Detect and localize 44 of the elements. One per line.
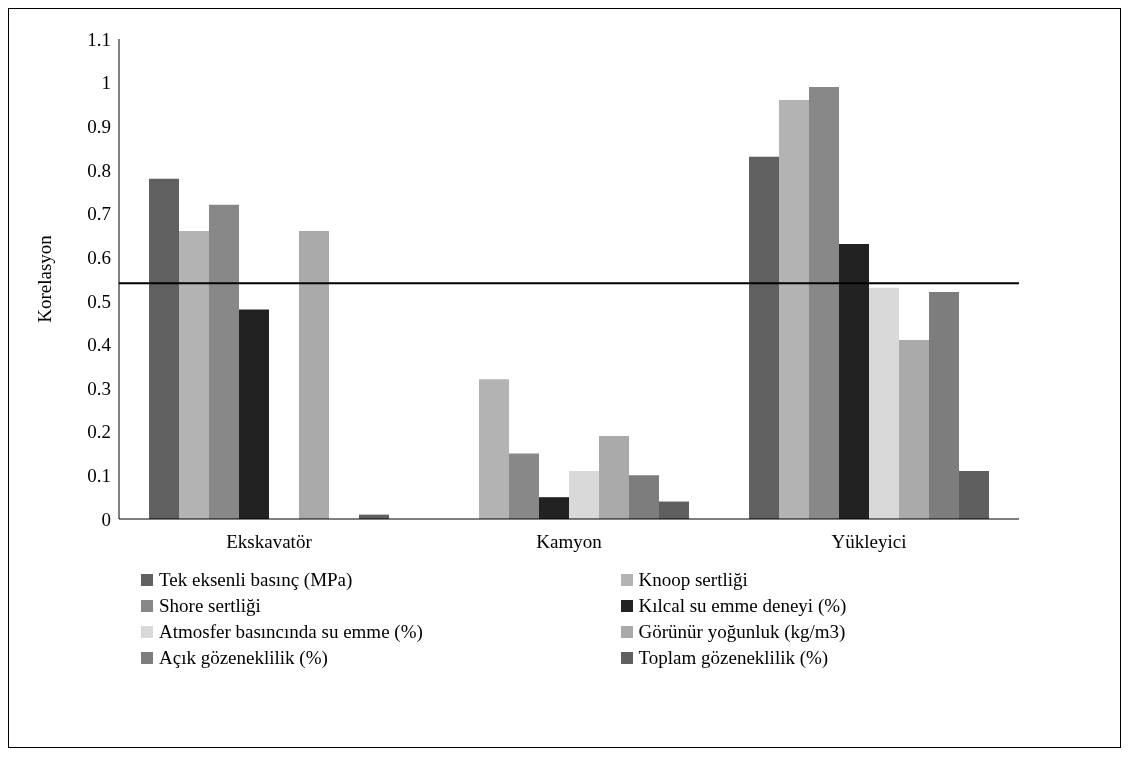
x-tick-label: Ekskavatör [226,531,313,553]
y-tick-label: 0.5 [87,290,111,312]
bar [539,497,569,519]
bar [749,156,779,519]
bar [179,231,209,519]
bar [959,471,989,519]
bar [299,231,329,519]
bar [569,471,599,519]
bar [479,379,509,519]
legend-label: Görünür yoğunluk (kg/m3) [638,621,846,643]
bar [869,287,899,519]
bar [659,501,689,519]
legend-label: Tek eksenli basınç (MPa) [159,569,353,591]
y-tick-label: 0.7 [87,203,111,225]
y-tick-label: 0.3 [87,377,111,399]
y-tick-label: 0.6 [87,246,111,268]
legend-label: Açık gözeneklilik (%) [159,647,328,669]
y-tick-label: 0.1 [87,465,111,487]
legend-label: Shore sertliği [159,595,261,617]
y-axis-title: Korelasyon [33,234,55,323]
bar [209,204,239,519]
legend-label: Atmosfer basıncında su emme (%) [159,621,423,643]
bar [149,178,179,519]
legend-label: Toplam gözeneklilik (%) [638,647,829,669]
bar [809,87,839,519]
y-tick-label: 0 [101,508,111,530]
bar [899,340,929,519]
y-tick-label: 0.9 [87,116,111,138]
bar [509,453,539,519]
y-tick-label: 0.8 [87,159,111,181]
legend-label: Kılcal su emme deneyi (%) [638,595,847,617]
x-tick-label: Yükleyici [831,531,907,553]
bar [779,100,809,519]
y-tick-label: 1 [101,72,111,94]
y-tick-label: 0.4 [87,334,112,356]
bar [839,244,869,519]
y-tick-label: 0.2 [87,421,111,443]
bar [629,475,659,519]
bar [599,436,629,519]
bar [929,292,959,519]
y-tick-label: 1.1 [87,28,111,50]
bar [239,309,269,519]
x-tick-label: Kamyon [536,531,603,553]
legend-label: Knoop sertliği [638,569,748,591]
